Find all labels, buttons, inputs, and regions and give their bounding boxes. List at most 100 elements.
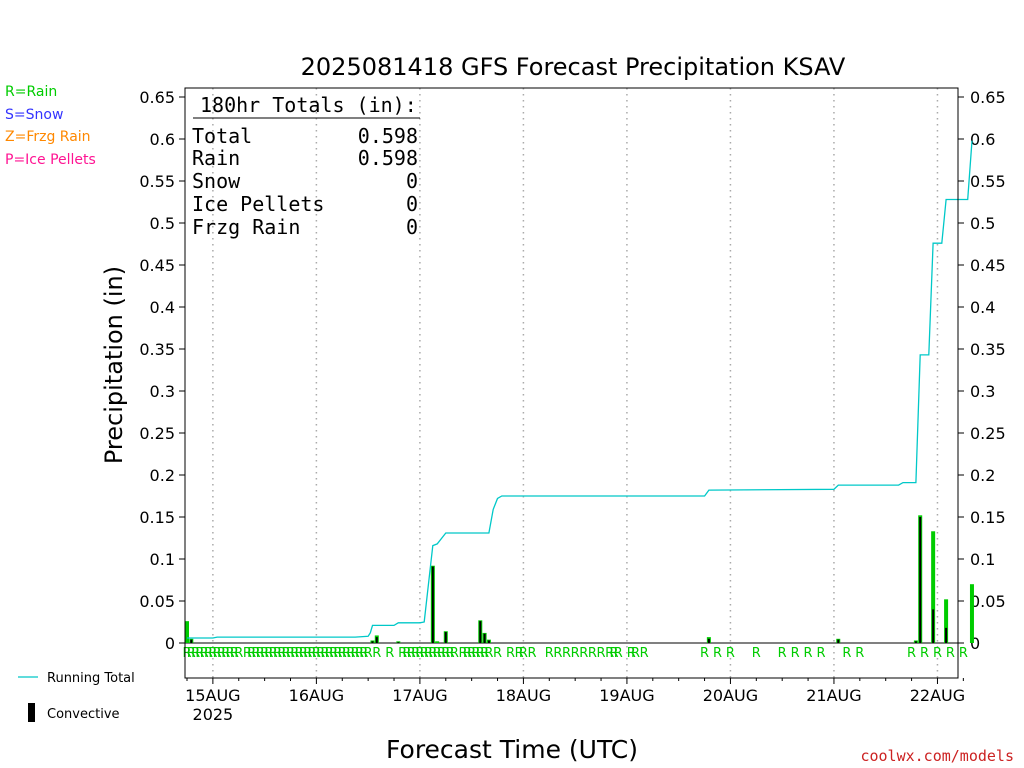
ptype-marker: R	[385, 646, 394, 661]
convective-bar	[444, 632, 447, 643]
ptype-marker: R	[342, 646, 351, 661]
ptype-marker: R	[907, 646, 916, 661]
ptype-marker: R	[299, 646, 308, 661]
ptype-marker: R	[428, 646, 437, 661]
ptype-marker: R	[234, 646, 243, 661]
legend-ice-pellets: P=Ice Pellets	[5, 152, 96, 168]
ptype-marker: R	[946, 646, 955, 661]
y-tick-label-left: 0.65	[139, 88, 175, 107]
ptype-marker: R	[713, 646, 722, 661]
ptype-marker: R	[855, 646, 864, 661]
ptype-marker: R	[191, 646, 200, 661]
convective-bar	[375, 637, 378, 643]
rain-bar	[931, 531, 936, 643]
ptype-marker: R	[338, 646, 347, 661]
ptype-marker: R	[545, 646, 554, 661]
ptype-marker: R	[182, 646, 191, 661]
ptype-marker: R	[260, 646, 269, 661]
ptype-marker: R	[726, 646, 735, 661]
chart-title: 2025081418 GFS Forecast Precipitation KS…	[301, 53, 846, 81]
ptype-marker: R	[243, 646, 252, 661]
ptype-marker: R	[471, 646, 480, 661]
ptype-marker: R	[286, 646, 295, 661]
ptype-marker: R	[226, 646, 235, 661]
ptype-marker: R	[605, 646, 614, 661]
x-tick-label: 20AUG	[703, 686, 758, 705]
y-tick-label-right: 0	[970, 634, 980, 653]
ptype-marker: R	[346, 646, 355, 661]
ptype-marker: R	[842, 646, 851, 661]
totals-value-ice-pellets: 0	[406, 192, 418, 216]
convective-legend-label: Convective	[47, 707, 120, 722]
ptype-marker: R	[631, 646, 640, 661]
series-legend: Running Total Convective	[18, 671, 135, 722]
ptype-marker: R	[476, 646, 485, 661]
ptype-marker: R	[519, 646, 528, 661]
y-tick-label-right: 0.5	[970, 214, 995, 233]
ptype-marker: R	[791, 646, 800, 661]
ptype-marker: R	[778, 646, 787, 661]
ptype-marker: R	[407, 646, 416, 661]
y-tick-label-left: 0.6	[150, 130, 175, 149]
convective-bar	[479, 621, 482, 643]
x-tick-label: 18AUG	[496, 686, 551, 705]
convective-bar	[431, 566, 434, 643]
totals-value-frzg-rain: 0	[406, 215, 418, 239]
y-tick-label-left: 0	[165, 634, 175, 653]
ptype-marker: R	[609, 646, 618, 661]
ptype-marker: R	[195, 646, 204, 661]
ptype-marker: R	[459, 646, 468, 661]
y-tick-label-left: 0.35	[139, 340, 175, 359]
ptype-marker: R	[221, 646, 230, 661]
ptype-marker: R	[752, 646, 761, 661]
ptype-marker: R	[230, 646, 239, 661]
ptype-marker: R	[208, 646, 217, 661]
convective-bar	[919, 517, 922, 643]
totals-label-total: Total	[192, 124, 252, 148]
y-tick-label-right: 0.3	[970, 382, 995, 401]
ptype-marker: R	[303, 646, 312, 661]
y-tick-label-left: 0.1	[150, 550, 175, 569]
rain-bar	[435, 641, 440, 643]
ptype-marker: R	[528, 646, 537, 661]
totals-box: 180hr Totals (in): Total 0.598 Rain 0.59…	[192, 93, 420, 239]
y-tick-label-left: 0.3	[150, 382, 175, 401]
rain-bar	[944, 599, 949, 643]
ptype-marker: R	[269, 646, 278, 661]
credit-text: coolwx.com/models	[860, 747, 1014, 765]
totals-value-snow: 0	[406, 169, 418, 193]
ptype-marker: R	[515, 646, 524, 661]
ptype-marker: R	[282, 646, 291, 661]
y-axis-right: 0 0.05 0.1 0.15 0.2 0.25 0.3 0.35 0.4 0.45 0.5 0.55…	[958, 88, 1006, 653]
y-tick-label-right: 0.1	[970, 550, 995, 569]
totals-value-total: 0.598	[358, 124, 418, 148]
ptype-marker: R	[333, 646, 342, 661]
ptype-marker: R	[320, 646, 329, 661]
ptype-marker: R	[571, 646, 580, 661]
ptype-marker: R	[433, 646, 442, 661]
convective-bar	[371, 641, 374, 643]
ptype-marker: R	[424, 646, 433, 661]
y-tick-label-right: 0.05	[970, 592, 1006, 611]
x-tick-label: 19AUG	[599, 686, 654, 705]
ptype-marker: R	[614, 646, 623, 661]
totals-label-rain: Rain	[192, 146, 240, 170]
y-tick-label-right: 0.2	[970, 466, 995, 485]
ptype-marker: R	[364, 646, 373, 661]
convective-bar	[397, 642, 400, 643]
y-tick-label-left: 0.15	[139, 508, 175, 527]
y-axis-label: Precipitation (in)	[100, 266, 128, 464]
x-axis-label: Forecast Time (UTC)	[386, 735, 638, 764]
y-tick-label-right: 0.65	[970, 88, 1006, 107]
ptype-marker: R	[959, 646, 968, 661]
legend-frzg-rain: Z=Frzg Rain	[5, 129, 91, 145]
plot-frame	[184, 87, 959, 679]
ptype-marker: R	[402, 646, 411, 661]
ptype-marker: R	[441, 646, 450, 661]
ptype-marker: R	[290, 646, 299, 661]
ptype-marker: R	[273, 646, 282, 661]
ptype-marker: R	[467, 646, 476, 661]
ptype-marker: R	[506, 646, 515, 661]
